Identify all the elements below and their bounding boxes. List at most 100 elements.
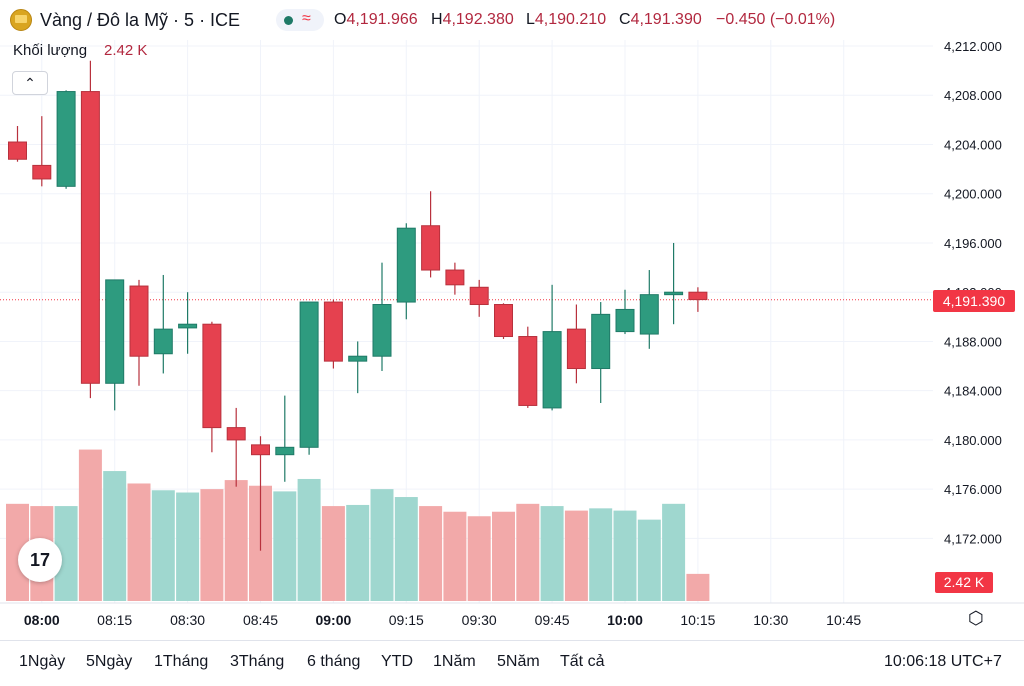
volume-bar bbox=[394, 497, 418, 601]
candle-body bbox=[178, 323, 198, 329]
ohlc-low: L4,190.210 bbox=[526, 11, 607, 28]
candle-body bbox=[421, 225, 441, 271]
candle-body bbox=[396, 227, 416, 303]
volume-bar bbox=[443, 511, 467, 601]
volume-bar bbox=[467, 516, 491, 601]
x-tick-label: 09:00 bbox=[315, 612, 351, 628]
x-tick-label: 08:45 bbox=[243, 612, 278, 628]
volume-bar bbox=[564, 510, 588, 601]
volume-bar bbox=[103, 471, 127, 601]
ohlc-close: C4,191.390 bbox=[619, 11, 702, 28]
volume-bar bbox=[516, 503, 540, 601]
wave-icon: ≈ bbox=[302, 10, 311, 27]
x-tick-label: 08:00 bbox=[24, 612, 60, 628]
ohlc-open: O4,191.966 bbox=[334, 11, 418, 28]
candle-body bbox=[56, 91, 76, 187]
range-6m-button[interactable]: 6 tháng bbox=[307, 653, 361, 670]
candle-body bbox=[275, 446, 295, 456]
x-tick-label: 08:15 bbox=[97, 612, 132, 628]
y-tick-label: 4,212.000 bbox=[944, 39, 1002, 54]
candle-body bbox=[32, 164, 52, 180]
market-status[interactable]: ≈ bbox=[276, 9, 324, 31]
ohlc-high: H4,192.380 bbox=[431, 11, 514, 28]
y-tick-label: 4,188.000 bbox=[944, 334, 1002, 349]
last-volume-tag: 2.42 K bbox=[935, 572, 993, 593]
candle-body bbox=[494, 304, 513, 338]
x-tick-label: 09:30 bbox=[462, 612, 497, 628]
x-tick-label: 09:45 bbox=[535, 612, 570, 628]
candle-body bbox=[542, 331, 562, 409]
volume-bar bbox=[297, 478, 321, 601]
y-tick-label: 4,180.000 bbox=[944, 433, 1002, 448]
tradingview-logo[interactable]: 17 bbox=[18, 538, 62, 582]
x-tick-label: 10:15 bbox=[680, 612, 715, 628]
candle-body bbox=[566, 328, 586, 370]
candle-body bbox=[639, 294, 659, 335]
candle-body bbox=[372, 304, 392, 357]
y-tick-label: 4,200.000 bbox=[944, 187, 1002, 202]
volume-bar bbox=[637, 519, 661, 601]
volume-bar bbox=[54, 506, 78, 601]
x-tick-label: 10:30 bbox=[753, 612, 788, 628]
candle-body bbox=[202, 323, 222, 429]
candle-body bbox=[348, 355, 368, 362]
y-tick-label: 4,208.000 bbox=[944, 88, 1002, 103]
price-chart[interactable]: 4,212.000 4,208.000 4,204.000 4,200.000 4,19… bbox=[0, 0, 1024, 640]
range-1d-button[interactable]: 1Ngày bbox=[19, 653, 66, 670]
volume-bar bbox=[273, 491, 297, 601]
volume-bar bbox=[176, 492, 200, 601]
candle-body bbox=[80, 91, 100, 384]
clock-display: 10:06:18 UTC+7 bbox=[884, 653, 1002, 670]
volume-bar bbox=[151, 490, 175, 601]
volume-bar bbox=[78, 449, 102, 601]
candle-body bbox=[445, 269, 465, 286]
candle-body bbox=[664, 291, 684, 296]
y-tick-label: 4,184.000 bbox=[944, 384, 1002, 399]
chevron-up-icon: ⌃ bbox=[24, 75, 36, 91]
range-5y-button[interactable]: 5Năm bbox=[497, 653, 540, 670]
bottom-toolbar bbox=[0, 640, 1024, 686]
collapse-button[interactable]: ⌃ bbox=[12, 71, 48, 95]
y-tick-label: 4,204.000 bbox=[944, 137, 1002, 152]
volume-bar bbox=[613, 510, 637, 601]
range-ytd-button[interactable]: YTD bbox=[381, 653, 413, 670]
volume-bar bbox=[419, 506, 443, 601]
range-1y-button[interactable]: 1Năm bbox=[433, 653, 476, 670]
volume-label: Khối lượng bbox=[13, 42, 88, 59]
x-tick-label: 10:45 bbox=[826, 612, 861, 628]
candle-body bbox=[129, 285, 149, 357]
candle-body bbox=[688, 291, 708, 301]
candle-body bbox=[591, 313, 611, 370]
candle-body bbox=[518, 336, 538, 406]
candle-body bbox=[251, 444, 270, 456]
y-tick-label: 4,196.000 bbox=[944, 236, 1002, 251]
market-open-dot-icon bbox=[284, 16, 293, 25]
range-5d-button[interactable]: 5Ngày bbox=[86, 653, 133, 670]
volume-bar bbox=[321, 506, 345, 601]
candle-body bbox=[226, 427, 246, 441]
candle-body bbox=[615, 308, 635, 333]
y-tick-label: 4,172.000 bbox=[944, 531, 1002, 546]
candle-body bbox=[8, 141, 27, 160]
candle-body bbox=[153, 328, 173, 355]
candle-body bbox=[299, 301, 319, 448]
candle-body bbox=[323, 301, 343, 362]
settings-gear-icon[interactable]: ⬡ bbox=[968, 608, 984, 628]
range-all-button[interactable]: Tất cả bbox=[560, 653, 605, 670]
candle-body bbox=[469, 286, 489, 306]
symbol-title[interactable]: Vàng / Đô la Mỹ · 5 · ICE bbox=[40, 10, 241, 30]
price-change: −0.450 (−0.01%) bbox=[716, 11, 836, 28]
range-3m-button[interactable]: 3Tháng bbox=[230, 653, 285, 670]
range-1m-button[interactable]: 1Tháng bbox=[154, 653, 209, 670]
x-tick-label: 08:30 bbox=[170, 612, 205, 628]
y-tick-label: 4,176.000 bbox=[944, 482, 1002, 497]
volume-bar bbox=[6, 503, 29, 601]
last-price-tag: 4,191.390 bbox=[933, 290, 1015, 312]
volume-bar bbox=[346, 504, 370, 601]
volume-bar bbox=[492, 511, 515, 601]
volume-value: 2.42 K bbox=[104, 42, 148, 59]
gold-coin-icon bbox=[10, 9, 32, 31]
volume-bar bbox=[662, 503, 686, 601]
volume-bar bbox=[127, 483, 151, 601]
candle-body bbox=[105, 279, 125, 384]
